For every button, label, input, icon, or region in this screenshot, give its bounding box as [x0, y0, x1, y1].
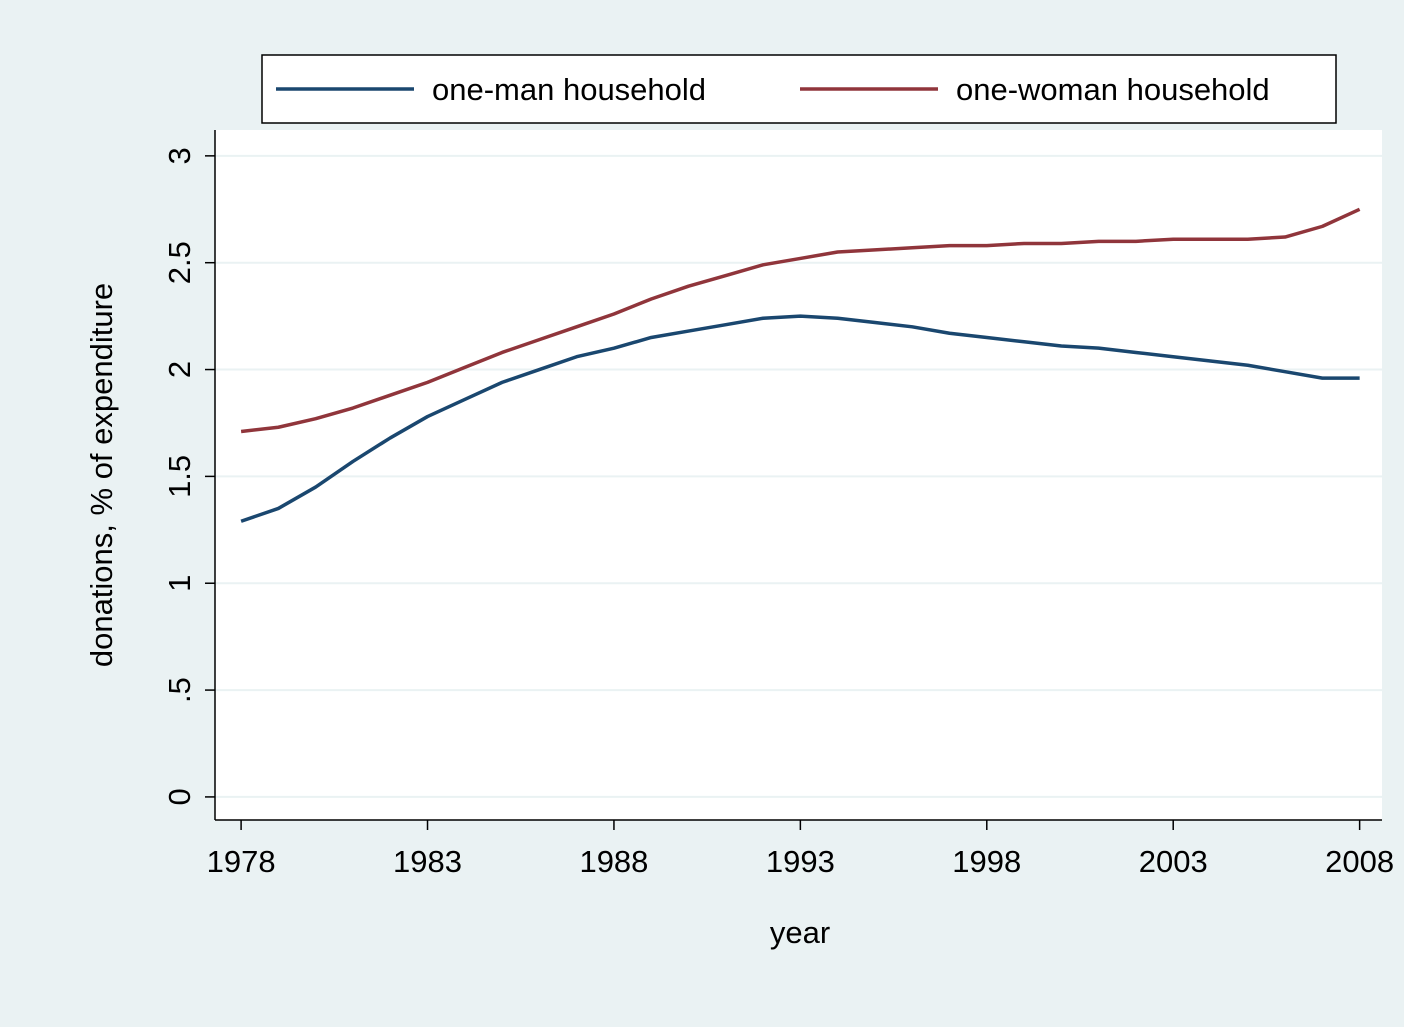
legend-box — [261, 54, 1337, 124]
x-tick-label: 2003 — [1139, 844, 1208, 879]
y-tick-label: 1 — [162, 575, 197, 592]
data-line — [240, 314, 1360, 523]
legend-label: one-man household — [432, 72, 706, 107]
y-tick-label: 1.5 — [162, 455, 197, 498]
x-tick-label: 2008 — [1325, 844, 1394, 879]
x-tick-label: 1998 — [952, 844, 1021, 879]
y-tick-label: 3 — [162, 147, 197, 164]
plot-area — [215, 130, 1382, 820]
x-tick-label: 1978 — [207, 844, 276, 879]
x-tick-label: 1988 — [579, 844, 648, 879]
x-tick-label: 1993 — [766, 844, 835, 879]
legend-label: one-woman household — [956, 72, 1270, 107]
y-tick-label: .5 — [162, 677, 197, 703]
y-tick-label: 0 — [162, 788, 197, 805]
y-axis-label: donations, % of expenditure — [84, 283, 119, 667]
x-axis-label: year — [770, 915, 830, 950]
y-tick-label: 2 — [162, 361, 197, 378]
y-tick-label: 2.5 — [162, 241, 197, 284]
data-line — [240, 207, 1361, 434]
x-tick-label: 1983 — [393, 844, 462, 879]
